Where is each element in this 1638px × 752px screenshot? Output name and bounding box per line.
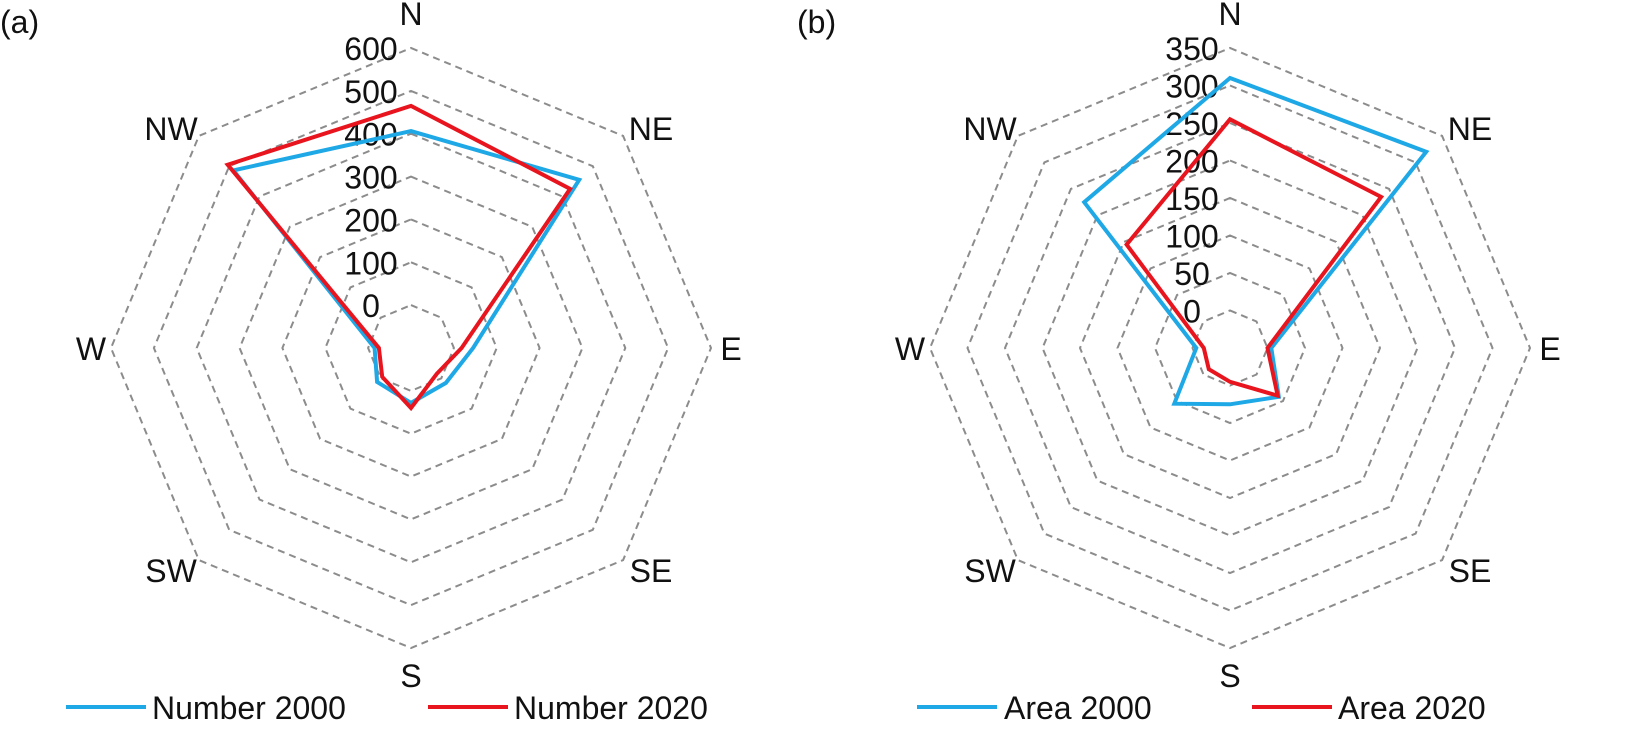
radial-tick-label: 100: [344, 245, 397, 281]
radial-tick-label: 0: [1183, 294, 1201, 330]
panel-b-direction-labels: N NE E SE S SW W NW: [895, 0, 1561, 694]
grid-ring-7: [109, 46, 713, 650]
series-line-1: [229, 129, 583, 406]
series-line-2: [224, 103, 574, 412]
grid-ring-6: [1003, 121, 1457, 575]
radial-tick-label: 50: [1174, 256, 1210, 292]
legend-label: Number 2020: [514, 690, 708, 726]
legend-label: Area 2000: [1004, 690, 1152, 726]
legend-item-2: Number 2020: [428, 690, 708, 726]
grid-ring-3: [281, 218, 541, 478]
radial-tick-label: 350: [1165, 31, 1218, 67]
radial-tick-label: 300: [344, 160, 397, 196]
radial-tick-label: 0: [362, 288, 380, 324]
legend-item-1: Number 2000: [66, 690, 346, 726]
radial-tick-label: 100: [1165, 219, 1218, 255]
direction-label-e: E: [1539, 331, 1560, 367]
direction-label-ne: NE: [1448, 111, 1492, 147]
direction-label-s: S: [400, 658, 421, 694]
direction-label-s: S: [1219, 658, 1240, 694]
grid-ring-6: [152, 89, 670, 607]
direction-label-n: N: [399, 0, 422, 32]
direction-label-n: N: [1218, 0, 1241, 32]
direction-label-ne: NE: [629, 111, 673, 147]
panel-b-series: [1081, 75, 1430, 407]
direction-label-w: W: [76, 331, 107, 367]
panel-a-legend: Number 2000 Number 2020: [66, 690, 708, 726]
direction-label-nw: NW: [963, 111, 1017, 147]
panel-a-direction-labels: N NE E SE S SW W NW: [76, 0, 742, 694]
direction-label-se: SE: [630, 553, 673, 589]
panel-a-series: [224, 103, 583, 412]
grid-ring-5: [1041, 159, 1419, 537]
legend-label: Area 2020: [1338, 690, 1486, 726]
radial-tick-label: 300: [1165, 69, 1218, 105]
panel-b-legend: Area 2000 Area 2020: [917, 690, 1486, 726]
grid-ring-8: [928, 46, 1532, 650]
grid-ring-5: [195, 132, 627, 564]
radial-tick-label: 200: [1165, 144, 1218, 180]
panel-b-grid: [928, 46, 1532, 650]
radial-tick-label: 600: [344, 31, 397, 67]
grid-ring-1: [1191, 309, 1269, 387]
grid-ring-2: [1153, 271, 1307, 425]
series-line-1: [1081, 75, 1430, 407]
radial-tick-label: 200: [344, 202, 397, 238]
legend-item-1: Area 2000: [917, 690, 1152, 726]
radial-tick-label: 500: [344, 74, 397, 110]
legend-label: Number 2000: [152, 690, 346, 726]
grid-ring-4: [238, 175, 584, 521]
direction-label-w: W: [895, 331, 926, 367]
grid-ring-1: [367, 304, 455, 392]
direction-label-e: E: [720, 331, 741, 367]
panel-a-label: (a): [0, 4, 39, 40]
grid-ring-3: [1116, 234, 1344, 462]
grid-ring-7: [966, 84, 1494, 612]
direction-label-sw: SW: [964, 553, 1016, 589]
direction-label-se: SE: [1449, 553, 1492, 589]
panel-a-grid: [109, 46, 713, 650]
legend-item-2: Area 2020: [1252, 690, 1486, 726]
direction-label-nw: NW: [144, 111, 198, 147]
panel-b-label: (b): [797, 4, 836, 40]
grid-ring-4: [1078, 196, 1382, 500]
direction-label-sw: SW: [145, 553, 197, 589]
